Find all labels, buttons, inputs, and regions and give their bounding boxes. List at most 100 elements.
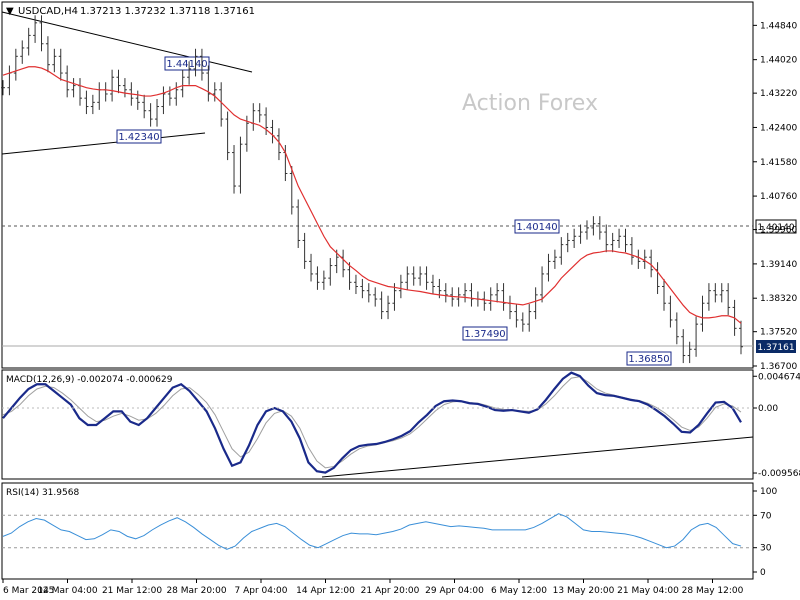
x-tick-label: 28 May 12:00 [682, 586, 744, 596]
price-bar [430, 274, 435, 295]
x-tick-label: 28 Mar 20:00 [166, 586, 226, 596]
price-bar [546, 253, 551, 282]
price-bar [443, 283, 448, 303]
price-bar [540, 266, 545, 303]
price-bar [193, 48, 198, 77]
annotation-label: 1.42340 [118, 132, 159, 143]
price-bar [398, 274, 403, 299]
annotation-label: 1.40140 [516, 222, 557, 233]
macd-signal-line [2, 376, 742, 469]
price-bar [360, 278, 365, 299]
price-bar [469, 283, 474, 307]
annotation-1-44140: 1.44140 [164, 56, 210, 71]
macd-tick-label: -0.009568 [758, 469, 800, 479]
price-bar [167, 86, 172, 106]
price-bar [700, 295, 705, 332]
price-bar [251, 103, 256, 131]
price-bar [84, 90, 89, 115]
price-bar [527, 304, 532, 332]
price-bar [135, 90, 140, 110]
price-bar [629, 237, 634, 265]
price-tick-label: 1.43220 [760, 89, 797, 99]
annotation-1-36850: 1.36850 [626, 351, 672, 366]
price-bar [565, 232, 570, 253]
x-tick-label: 21 Apr 20:00 [361, 586, 420, 596]
price-bar [257, 103, 262, 123]
price-bar [610, 232, 615, 253]
x-tick-label: 29 Apr 04:00 [425, 586, 484, 596]
price-bar [501, 283, 506, 311]
price-bar [296, 199, 301, 248]
price-layer [1, 15, 743, 364]
price-bar [713, 283, 718, 303]
price-bar [174, 82, 179, 106]
annotation-label: 1.36850 [628, 354, 669, 365]
price-bar [674, 312, 679, 345]
price-bar [463, 283, 468, 303]
price-tick-label: 1.39140 [760, 260, 797, 270]
price-bar [71, 78, 76, 98]
price-bar [719, 283, 724, 303]
price-bar [110, 69, 115, 102]
price-bar [739, 320, 743, 355]
rsi-tick-label: 0 [760, 568, 766, 578]
price-bar [507, 295, 512, 320]
annotation-label: 1.44140 [166, 59, 207, 70]
price-tick-label: 1.40760 [760, 192, 797, 202]
price-bar [180, 69, 185, 98]
price-bar [1, 80, 5, 96]
price-bar [238, 136, 243, 194]
price-bar [321, 270, 326, 290]
price-bar [7, 65, 12, 96]
price-bar [90, 94, 95, 115]
price-bar [495, 283, 500, 303]
price-bar [26, 27, 31, 56]
price-bar [270, 119, 275, 144]
price-bar [116, 69, 121, 94]
price-bar [533, 287, 538, 320]
macd-layer [2, 371, 753, 474]
header-ohlc: 1.37213 1.37232 1.37118 1.37161 [80, 6, 255, 17]
price-tick-label: 1.37520 [760, 328, 797, 338]
annotation-1-40140: 1.40140 [514, 219, 560, 234]
price-bar [726, 283, 731, 315]
price-bar [552, 249, 557, 269]
price-bar [655, 262, 660, 295]
price-bar [58, 48, 63, 81]
price-bar [45, 36, 50, 73]
price-bar [20, 40, 25, 64]
x-tick-label: 6 May 12:00 [491, 586, 547, 596]
price-bar [694, 316, 699, 357]
price-bar [122, 78, 127, 98]
rsi-tick-label: 30 [760, 544, 772, 554]
price-bar [52, 48, 57, 73]
price-bar [289, 165, 294, 215]
price-bar [206, 65, 211, 102]
x-tick-label: 13 May 20:00 [553, 586, 615, 596]
last-price-box: 1.37161 [756, 340, 796, 353]
price-bar [366, 283, 371, 303]
price-bar [187, 61, 192, 85]
macd-trendline [321, 436, 754, 478]
price-bar [572, 228, 577, 248]
price-bar [347, 262, 352, 290]
price-bar [264, 107, 269, 135]
price-bar [488, 287, 493, 311]
price-bar [78, 78, 83, 106]
price-bar [199, 48, 204, 81]
level-box-label: 1.40140 [757, 223, 794, 233]
price-bar [142, 94, 147, 119]
price-bar [411, 266, 416, 286]
price-bar [636, 249, 641, 269]
price-tick-label: 1.44020 [760, 56, 797, 66]
price-panel-frame [1, 1, 754, 369]
price-bar [161, 86, 166, 115]
price-bar [706, 283, 711, 311]
price-bar [315, 266, 320, 290]
x-tick-label: 14 Apr 12:00 [296, 586, 355, 596]
price-tick-label: 1.38320 [760, 294, 797, 304]
x-tick-label: 21 May 04:00 [617, 586, 679, 596]
price-bar [373, 287, 378, 307]
